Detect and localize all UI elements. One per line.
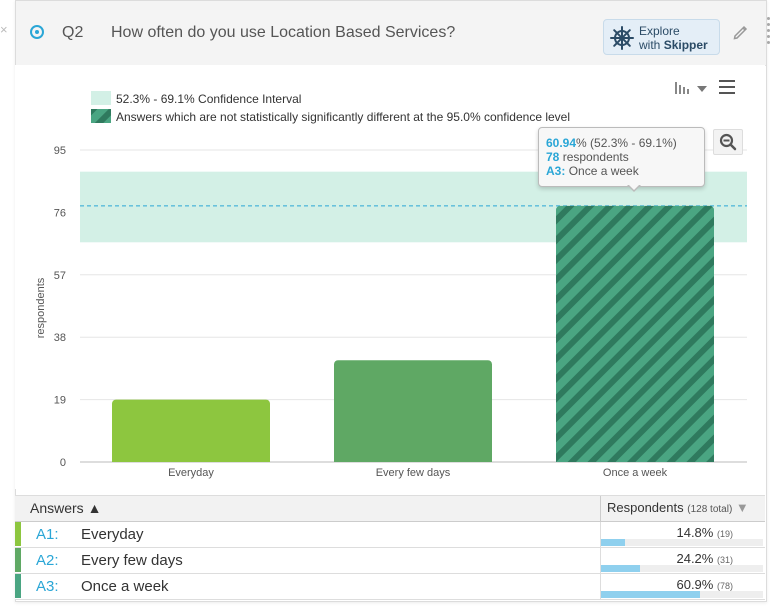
pencil-icon[interactable] — [732, 23, 750, 41]
y-tick-label: 76 — [54, 207, 66, 219]
ship-wheel-icon — [610, 26, 634, 50]
bar-base — [112, 458, 270, 462]
y-tick-label: 57 — [54, 270, 66, 282]
x-tick-label: Everyday — [168, 467, 214, 479]
skipper-line-2: with Skipper — [639, 38, 708, 52]
bar-base — [334, 458, 492, 462]
bar-chart-icon[interactable] — [674, 80, 692, 94]
y-tick-label: 0 — [60, 457, 66, 469]
answer-label: Once a week — [81, 578, 169, 595]
respondents-bar-track — [601, 591, 763, 598]
bar-everyday[interactable] — [112, 399, 270, 462]
respondents-bar-fill — [601, 591, 700, 598]
answer-label: Every few days — [81, 552, 183, 569]
bar-every-few-days[interactable] — [334, 360, 492, 462]
radio-selected-icon[interactable] — [30, 25, 44, 39]
respondents-bar-track — [601, 565, 763, 572]
table-header: Answers ▲ Respondents (128 total) ▼ — [15, 495, 765, 522]
answer-percent: 24.2% (31) — [676, 551, 733, 566]
y-tick-label: 19 — [54, 395, 66, 407]
legend-confidence-swatch — [91, 91, 111, 105]
answer-code: A2: — [36, 552, 59, 569]
bar-once-a-week[interactable] — [556, 205, 714, 462]
table-row[interactable]: A1: Everyday 14.8% (19) — [15, 522, 765, 548]
answer-code: A1: — [36, 526, 59, 543]
explore-with-skipper-button[interactable]: Explore with Skipper — [603, 19, 720, 55]
respondents-bar-fill — [601, 565, 641, 572]
answers-column-header[interactable]: Answers ▲ — [30, 500, 102, 516]
question-number: Q2 — [62, 24, 84, 41]
answer-color-strip — [15, 548, 21, 572]
answer-color-strip — [15, 574, 21, 598]
tooltip-arrow-inner — [628, 184, 640, 190]
question-title: How often do you use Location Based Serv… — [111, 24, 456, 41]
close-icon[interactable]: × — [0, 22, 8, 37]
answer-color-strip — [15, 522, 21, 546]
answer-code: A3: — [36, 578, 59, 595]
skipper-line-1: Explore — [639, 24, 680, 38]
respondents-bar-track — [601, 539, 763, 546]
y-tick-label: 38 — [54, 332, 66, 344]
zoom-out-icon[interactable] — [713, 129, 743, 155]
y-axis-label: respondents — [35, 277, 47, 338]
legend-not-significant-label: Answers which are not statistically sign… — [116, 110, 570, 124]
bar-base — [556, 458, 714, 462]
bar-chart: 52.3% - 69.1% Confidence Interval Answer… — [35, 91, 747, 479]
hamburger-menu-icon[interactable] — [719, 80, 735, 98]
y-tick-label: 95 — [54, 145, 66, 157]
bar-tooltip: 60.94% (52.3% - 69.1%) 78 respondents A3… — [538, 127, 705, 187]
chevron-down-icon[interactable] — [697, 86, 707, 92]
respondents-bar-fill — [601, 539, 625, 546]
legend-confidence-label: 52.3% - 69.1% Confidence Interval — [116, 92, 301, 106]
drag-handle-icon[interactable] — [767, 14, 773, 47]
answer-percent: 14.8% (19) — [676, 525, 733, 540]
answer-percent: 60.9% (78) — [676, 577, 733, 592]
answers-table: Answers ▲ Respondents (128 total) ▼ A1: E… — [15, 495, 765, 600]
x-tick-label: Every few days — [376, 467, 451, 479]
question-header: Q2 How often do you use Location Based S… — [16, 1, 766, 66]
x-tick-label: Once a week — [603, 467, 668, 479]
answer-label: Everyday — [81, 526, 144, 543]
respondents-column-header[interactable]: Respondents (128 total) ▼ — [607, 500, 749, 515]
legend-hatched-swatch — [91, 109, 111, 123]
table-row[interactable]: A2: Every few days 24.2% (31) — [15, 548, 765, 574]
table-row[interactable]: A3: Once a week 60.9% (78) — [15, 574, 765, 600]
